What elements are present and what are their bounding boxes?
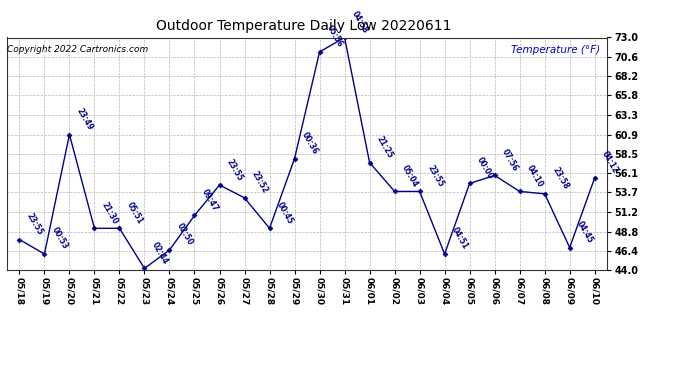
Text: 00:53: 00:53 — [50, 226, 70, 251]
Text: 23:55: 23:55 — [225, 157, 245, 182]
Text: Copyright 2022 Cartronics.com: Copyright 2022 Cartronics.com — [7, 45, 148, 54]
Text: 02:44: 02:44 — [150, 240, 170, 266]
Text: 04:12: 04:12 — [600, 150, 620, 175]
Text: 05:56: 05:56 — [325, 24, 345, 49]
Text: 00:36: 00:36 — [300, 130, 320, 156]
Text: 04:58: 04:58 — [350, 9, 370, 35]
Text: 05:04: 05:04 — [400, 164, 420, 189]
Text: 00:00: 00:00 — [475, 155, 495, 181]
Text: 05:51: 05:51 — [125, 200, 145, 225]
Text: 23:49: 23:49 — [75, 106, 95, 132]
Text: Temperature (°F): Temperature (°F) — [511, 45, 600, 55]
Text: 23:58: 23:58 — [550, 166, 570, 191]
Text: 23:52: 23:52 — [250, 170, 270, 195]
Text: 23:55: 23:55 — [25, 211, 45, 237]
Text: Outdoor Temperature Daily Low 20220611: Outdoor Temperature Daily Low 20220611 — [156, 19, 451, 33]
Text: 09:47: 09:47 — [200, 187, 220, 213]
Text: 07:56: 07:56 — [500, 147, 520, 172]
Text: 00:45: 00:45 — [275, 200, 295, 225]
Text: 21:25: 21:25 — [375, 135, 395, 160]
Text: 21:30: 21:30 — [100, 200, 120, 225]
Text: 04:10: 04:10 — [525, 163, 545, 189]
Text: 04:45: 04:45 — [575, 219, 595, 245]
Text: 02:50: 02:50 — [175, 222, 195, 247]
Text: 23:55: 23:55 — [425, 164, 445, 189]
Text: 04:51: 04:51 — [450, 226, 470, 251]
